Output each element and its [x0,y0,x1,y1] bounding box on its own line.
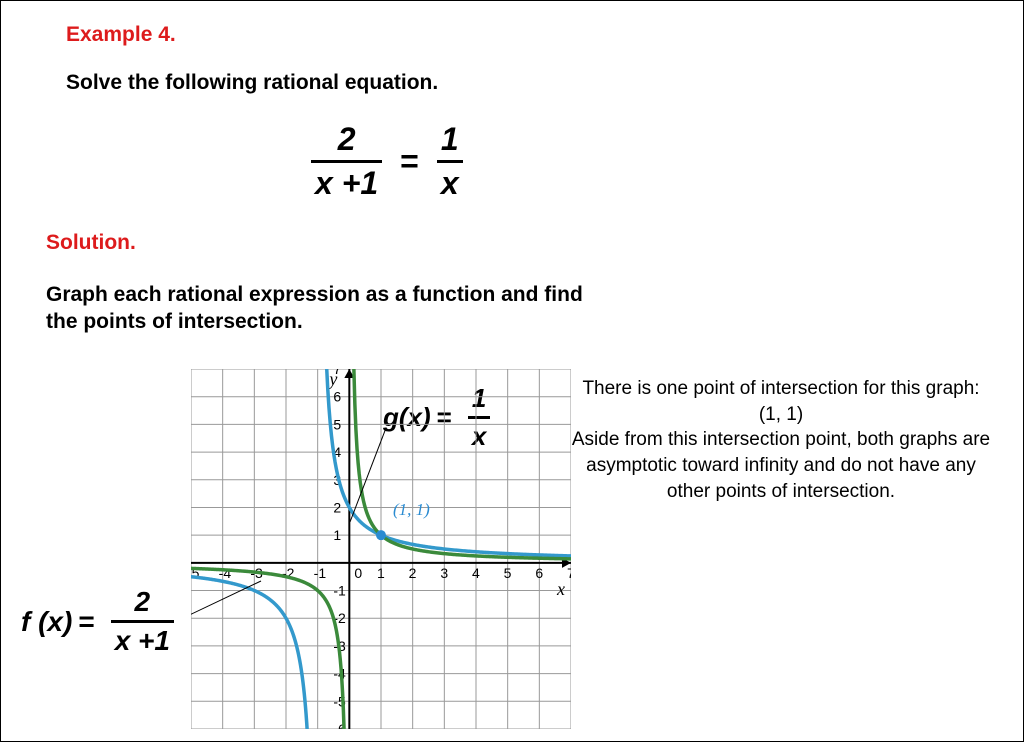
solution-title: Solution. [46,231,136,255]
svg-text:-4: -4 [219,565,232,581]
fx-num: 2 [131,586,155,620]
svg-text:7: 7 [567,565,571,581]
svg-text:5: 5 [333,416,341,432]
svg-text:1: 1 [377,565,385,581]
explanation-block: There is one point of intersection for t… [571,376,991,504]
svg-text:4: 4 [472,565,480,581]
instruction-text: Graph each rational expression as a func… [46,281,606,336]
fx-den: x +1 [111,620,174,657]
explanation-line3: Aside from this intersection point, both… [571,427,991,504]
svg-text:5: 5 [504,565,512,581]
main-equation: 2 x +1 = 1 x [301,121,473,202]
fx-function-label: f (x) = 2 x +1 [21,586,184,657]
eq-left-num: 2 [334,121,360,160]
svg-text:(1, 1): (1, 1) [393,500,430,519]
svg-text:-1: -1 [333,583,346,599]
eq-left-den: x +1 [311,160,382,202]
explanation-line2: (1, 1) [571,402,991,428]
eq-right-num: 1 [437,121,463,160]
equals-sign: = [400,143,419,180]
example-title: Example 4. [66,23,176,47]
svg-text:-1: -1 [314,565,327,581]
svg-text:3: 3 [440,565,448,581]
fx-name: f (x) [21,606,72,638]
svg-text:0: 0 [354,565,362,581]
problem-statement: Solve the following rational equation. [66,71,438,95]
explanation-line1: There is one point of intersection for t… [571,376,991,402]
svg-text:2: 2 [409,565,417,581]
svg-text:1: 1 [333,527,341,543]
svg-text:x: x [556,579,565,599]
svg-text:2: 2 [333,499,341,515]
svg-text:6: 6 [535,565,543,581]
function-graph: -5-4-3-2-101234567-6-5-4-3-2-11234567xy(… [191,369,571,729]
eq-right-den: x [437,160,463,202]
svg-text:6: 6 [333,389,341,405]
